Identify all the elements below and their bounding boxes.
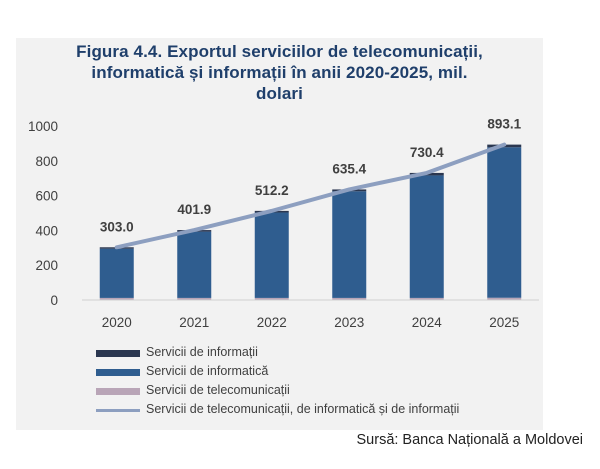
data-label: 635.4 [332, 161, 366, 176]
x-tick-label: 2020 [102, 315, 132, 330]
y-tick-label: 800 [35, 154, 58, 169]
x-tick-label: 2022 [257, 315, 287, 330]
y-tick-label: 600 [35, 189, 58, 204]
data-label: 893.1 [487, 117, 521, 132]
data-label: 401.9 [177, 202, 211, 217]
bar-segment-2022-1 [254, 297, 289, 300]
legend-swatch-informatica [96, 369, 140, 376]
bar-segment-2023-1 [332, 297, 367, 300]
x-tick-label: 2021 [179, 315, 209, 330]
legend-swatch-telecomunicatii [96, 388, 140, 395]
bars [99, 144, 522, 300]
legend-label-telecomunicatii: Servicii de telecomunicații [146, 383, 290, 397]
y-tick-label: 200 [35, 258, 58, 273]
bar-segment-2023-2 [332, 191, 367, 298]
legend-label-informatica: Servicii de informatică [146, 364, 269, 378]
y-tick-label: 400 [35, 223, 58, 238]
bar-segment-2025-1 [487, 297, 522, 300]
bar-segment-2022-2 [254, 212, 289, 298]
bar-segment-2020-1 [99, 297, 134, 300]
legend-swatch-informatii [96, 350, 140, 357]
y-axis: 0 200 400 600 800 1000 [28, 119, 58, 308]
chart-title-line-3: dolari [256, 84, 303, 103]
data-labels: 303.0 401.9 512.2 635.4 730.4 893.1 [100, 117, 522, 235]
x-tick-label: 2025 [489, 315, 519, 330]
source-note: Sursă: Banca Națională a Moldovei [356, 432, 584, 448]
chart-title-line-1: Figura 4.4. Exportul serviciilor de tele… [76, 42, 483, 61]
y-tick-label: 1000 [28, 119, 58, 134]
x-axis: 2020 2021 2022 2023 2024 2025 [82, 299, 539, 330]
y-tick-label: 0 [50, 293, 58, 308]
data-label: 730.4 [410, 145, 444, 160]
data-label: 512.2 [255, 183, 289, 198]
bar-segment-2024-1 [409, 297, 444, 300]
bar-segment-2021-2 [177, 231, 212, 298]
legend-swatch-total [96, 409, 140, 412]
legend-label-informatii: Servicii de informații [146, 345, 258, 359]
legend-label-total: Servicii de telecomunicații, de informat… [146, 402, 460, 416]
bar-segment-2024-2 [409, 175, 444, 298]
total-line-path [114, 142, 507, 250]
bar-segment-2020-2 [99, 248, 134, 298]
chart-title: Figura 4.4. Exportul serviciilor de tele… [16, 41, 543, 104]
data-label: 303.0 [100, 219, 134, 234]
chart-title-line-2: informatică și informații în anii 2020-2… [91, 63, 468, 82]
bar-segment-2021-1 [177, 297, 212, 300]
total-line [114, 142, 507, 250]
bar-segment-2025-2 [487, 147, 522, 298]
x-tick-label: 2023 [334, 315, 364, 330]
x-tick-label: 2024 [412, 315, 443, 330]
